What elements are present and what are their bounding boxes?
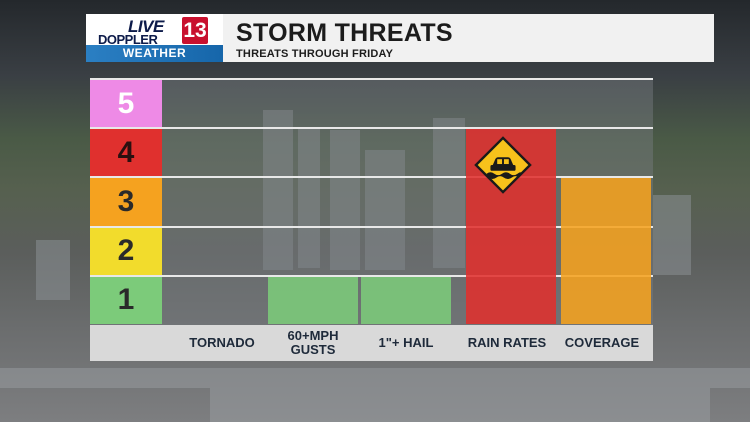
threat-level-4: 4 [90, 129, 162, 177]
bar-coverage [561, 178, 651, 324]
grid-line [90, 127, 653, 130]
logo-weather-text: WEATHER [86, 45, 223, 62]
threat-level-5: 5 [90, 80, 162, 128]
category-label: 1"+ HAIL [378, 335, 434, 350]
page-title: STORM THREATS [236, 19, 453, 47]
flood-car-warning-icon [474, 136, 532, 194]
logo-doppler-text: DOPPLER [98, 32, 158, 47]
grid-line [90, 274, 653, 277]
grid-line [90, 176, 653, 179]
header-banner: LIVE DOPPLER 13 WEATHER STORM THREATS TH… [86, 14, 714, 62]
grid-line [90, 225, 653, 228]
category-label: 60+MPH GUSTS [287, 328, 339, 357]
bar-1-hail [361, 276, 451, 324]
threat-level-1: 1 [90, 276, 162, 324]
threat-chart: 1 2 3 4 5 TORNADO 60+MPH GUSTS 1"+ HAIL RAIN RAT… [90, 78, 653, 361]
category-label-strip [90, 325, 653, 361]
category-label: COVERAGE [564, 335, 640, 350]
bar-60-mph-gusts [268, 276, 358, 324]
station-logo: LIVE DOPPLER 13 WEATHER [86, 14, 223, 62]
logo-channel-number: 13 [182, 17, 208, 44]
threat-level-3: 3 [90, 178, 162, 226]
grid-line [90, 78, 653, 80]
page-subtitle: THREATS THROUGH FRIDAY [236, 48, 394, 60]
category-label: RAIN RATES [467, 335, 547, 350]
category-label: TORNADO [189, 335, 255, 350]
threat-level-2: 2 [90, 227, 162, 275]
logo-live-text: LIVE [128, 17, 164, 36]
